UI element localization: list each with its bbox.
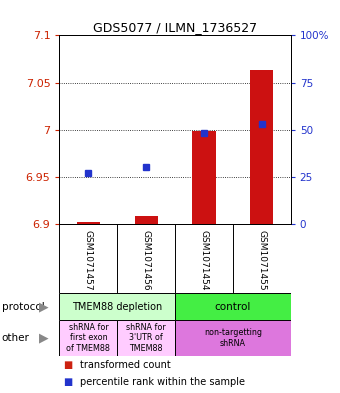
Text: transformed count: transformed count [80, 360, 171, 370]
Text: control: control [215, 301, 251, 312]
Bar [117, 320, 175, 356]
Bar [175, 320, 291, 356]
Text: protocol: protocol [2, 301, 45, 312]
Text: GSM1071457: GSM1071457 [84, 230, 93, 290]
Bar [59, 293, 175, 320]
Text: ▶: ▶ [39, 331, 49, 345]
Bar [192, 130, 216, 224]
Text: GSM1071456: GSM1071456 [142, 230, 151, 290]
Bar [59, 320, 117, 356]
Bar [135, 217, 158, 224]
Text: ■: ■ [63, 377, 72, 387]
Bar [250, 70, 273, 224]
Title: GDS5077 / ILMN_1736527: GDS5077 / ILMN_1736527 [93, 21, 257, 34]
Text: GSM1071454: GSM1071454 [200, 230, 208, 290]
Text: TMEM88 depletion: TMEM88 depletion [72, 301, 163, 312]
Bar [175, 293, 291, 320]
Text: shRNA for
3'UTR of
TMEM88: shRNA for 3'UTR of TMEM88 [126, 323, 166, 353]
Text: shRNA for
first exon
of TMEM88: shRNA for first exon of TMEM88 [66, 323, 110, 353]
Text: non-targetting
shRNA: non-targetting shRNA [204, 328, 262, 348]
Text: GSM1071455: GSM1071455 [257, 230, 266, 290]
Text: other: other [2, 333, 30, 343]
Text: percentile rank within the sample: percentile rank within the sample [80, 377, 245, 387]
Text: ■: ■ [63, 360, 72, 370]
Text: ▶: ▶ [39, 300, 49, 313]
Bar [77, 222, 100, 224]
